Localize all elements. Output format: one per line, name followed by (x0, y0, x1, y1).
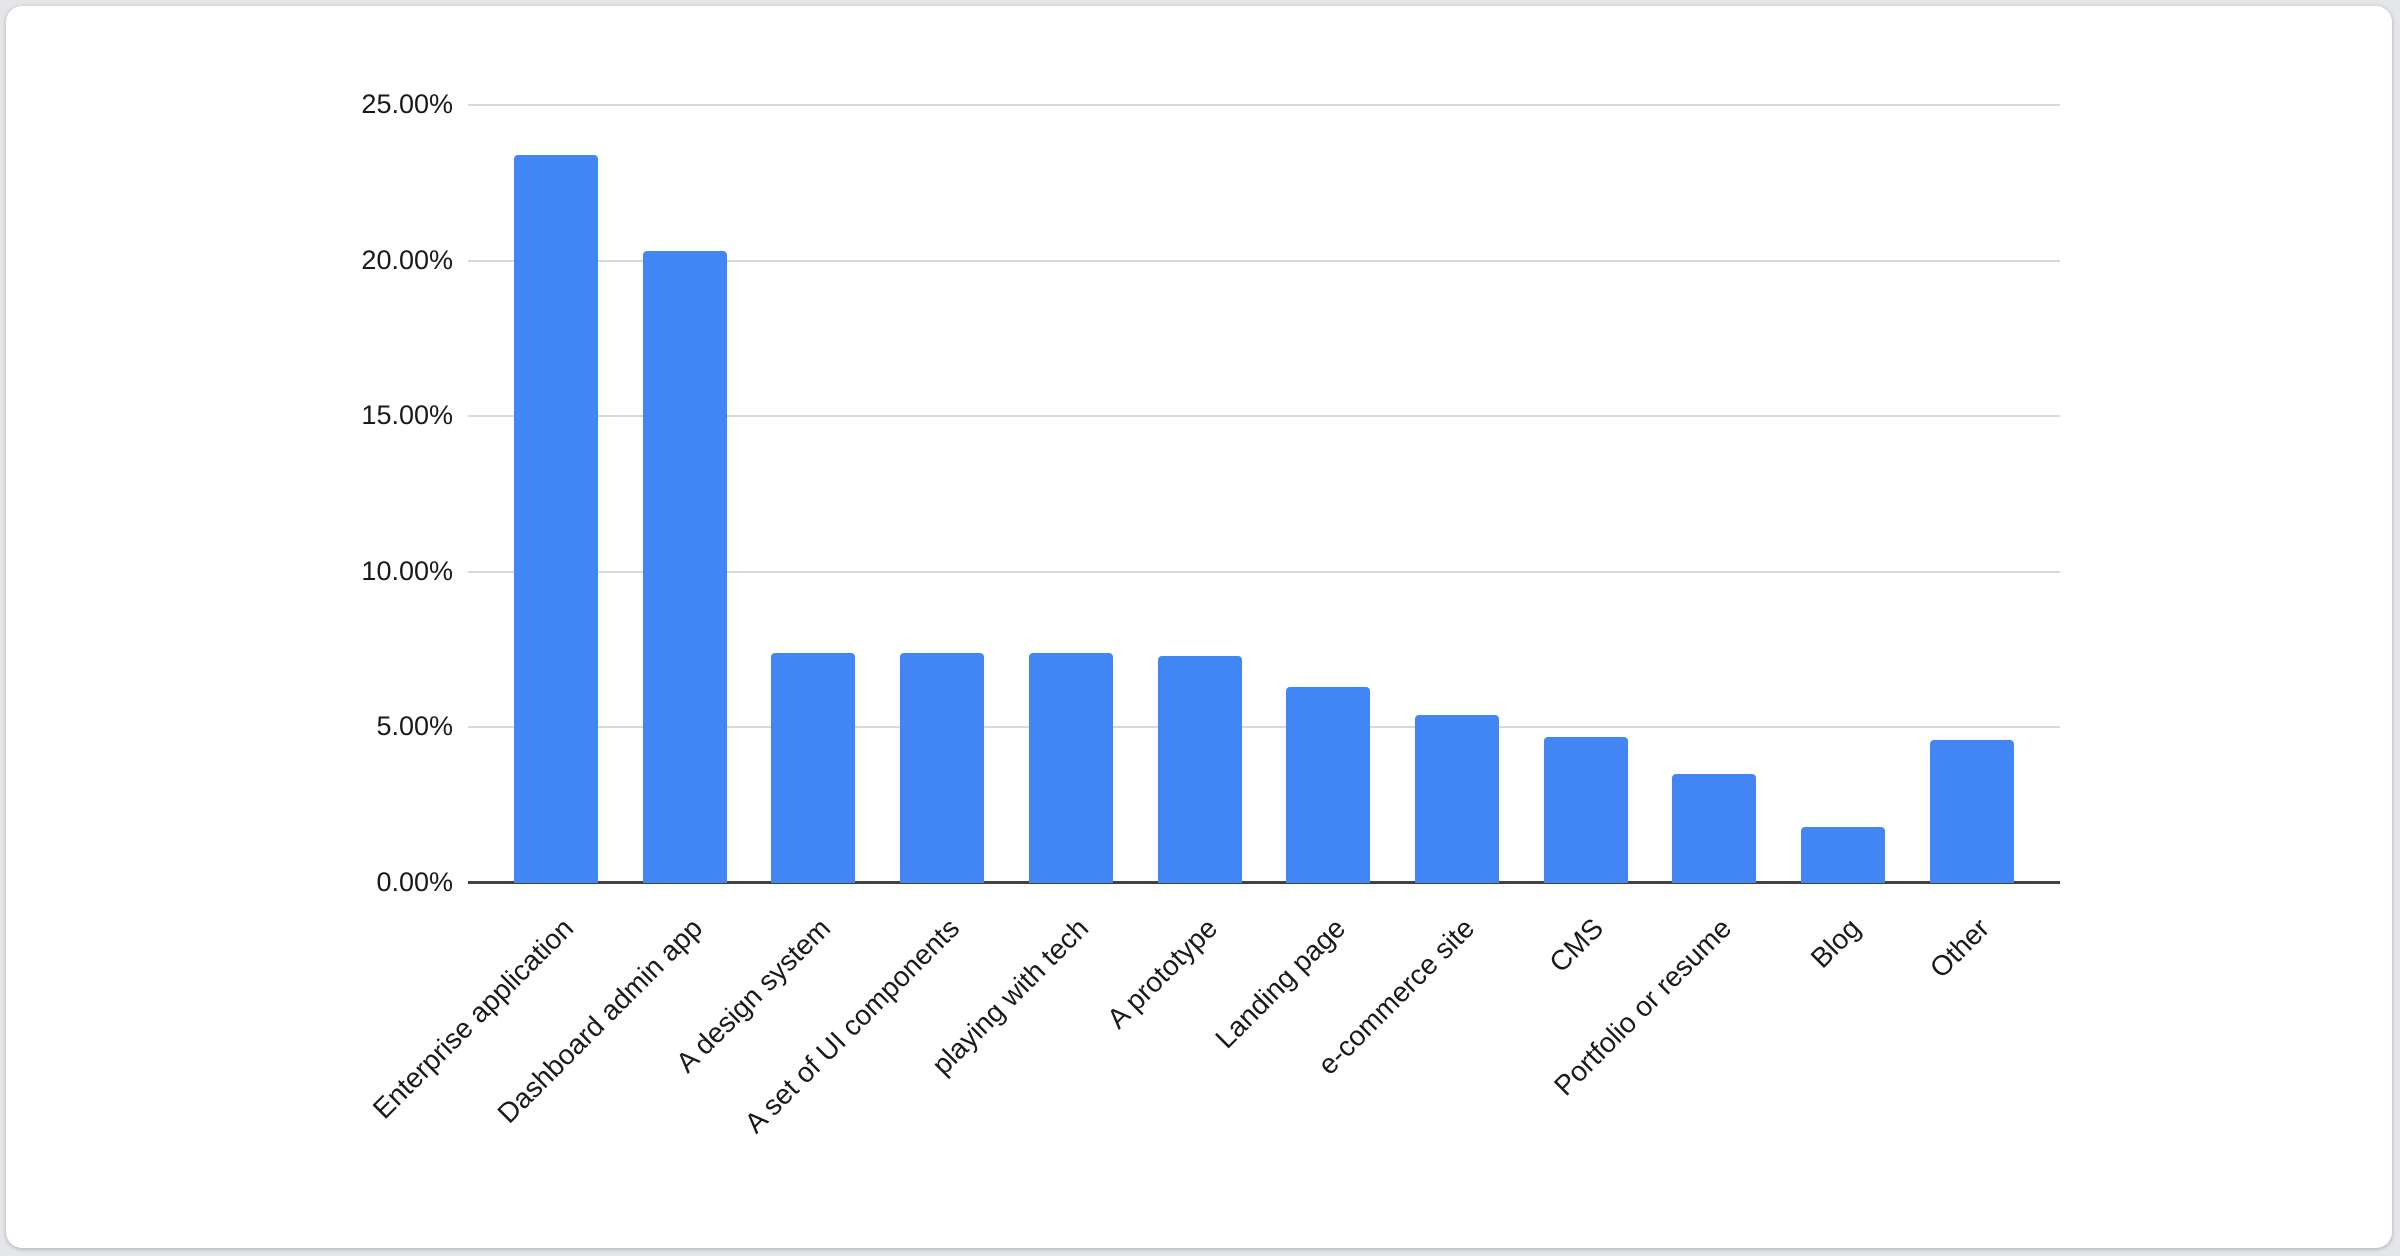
bar-a-prototype[interactable] (1157, 655, 1242, 883)
bar-enterprise-application[interactable] (514, 154, 598, 883)
bar-dashboard-admin-app[interactable] (642, 251, 727, 883)
y-axis-tick-label: 10.00% (361, 555, 453, 586)
bar-a-set-of-ui-components[interactable] (900, 652, 985, 883)
bar-blog[interactable] (1801, 826, 1885, 883)
y-axis-tick-label: 5.00% (376, 711, 453, 742)
x-axis-category-label: CMS (1542, 912, 1609, 979)
gridline-10.00% (468, 570, 2060, 573)
y-axis-tick-label: 25.00% (361, 89, 453, 119)
x-axis-category-label: Blog (1804, 912, 1867, 974)
x-axis-line (468, 881, 2060, 884)
bar-cms[interactable] (1543, 736, 1628, 883)
bar-other[interactable] (1929, 739, 2014, 883)
y-axis-tick-label: 15.00% (361, 400, 453, 431)
gridline-20.00% (468, 259, 2060, 262)
bar-e-commerce-site[interactable] (1414, 714, 1499, 883)
gridline-5.00% (468, 726, 2060, 729)
x-axis-category-label: A set of UI components (738, 912, 966, 1139)
y-axis-tick-label: 20.00% (361, 244, 453, 275)
bar-portfolio-or-resume[interactable] (1672, 774, 1757, 883)
bar-playing-with-tech[interactable] (1028, 652, 1113, 883)
gridline-25.00% (468, 104, 2060, 106)
chart-card: 0.00% 5.00% 10.00% 15.00% 20.00% 25.00% Enterp… (6, 6, 2392, 1248)
x-axis-category-label: Other (1923, 912, 1995, 984)
bar-landing-page[interactable] (1286, 686, 1371, 883)
x-axis-category-label: A prototype (1100, 912, 1223, 1035)
y-axis-tick-label: 0.00% (376, 867, 453, 897)
bar-chart: 0.00% 5.00% 10.00% 15.00% 20.00% 25.00% Enterp… (6, 6, 2392, 1248)
gridline-15.00% (468, 415, 2060, 418)
bar-a-design-system[interactable] (771, 652, 856, 883)
x-axis-category-label: Landing page (1209, 912, 1352, 1055)
